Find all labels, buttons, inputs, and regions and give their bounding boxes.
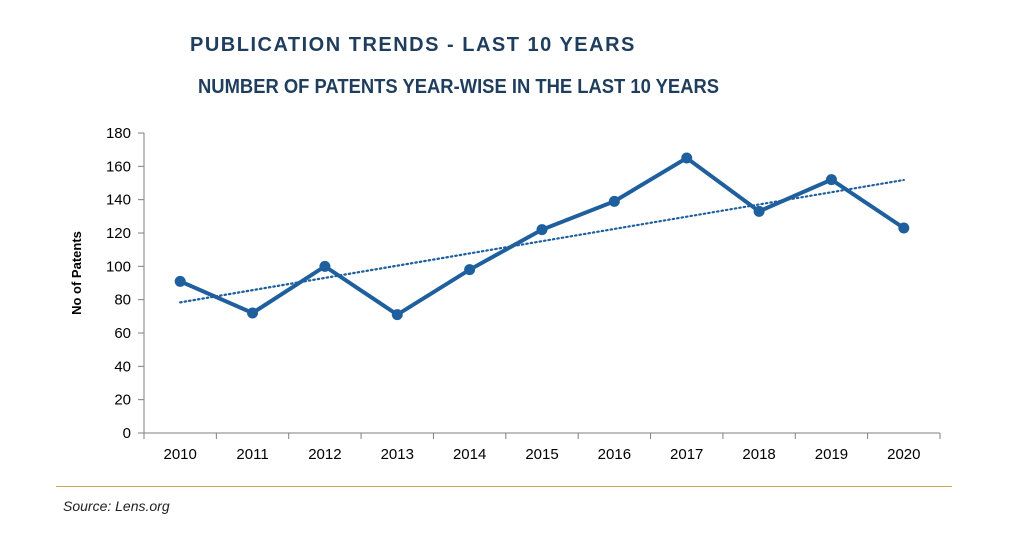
data-points (174, 152, 910, 321)
x-tick-label: 2012 (308, 446, 341, 463)
x-tick-label: 2020 (887, 446, 920, 463)
x-tick-label: 2016 (598, 446, 631, 463)
x-tick-label: 2015 (525, 446, 558, 463)
x-tick-label: 2019 (815, 446, 848, 463)
series-line (179, 155, 905, 318)
data-point (608, 195, 620, 207)
y-tick-label: 80 (114, 292, 131, 309)
source-rule (56, 486, 952, 487)
y-tick-label: 0 (123, 425, 131, 442)
data-point (681, 152, 693, 164)
x-tick-label: 2014 (453, 446, 486, 463)
y-tick-label: 20 (114, 392, 131, 409)
data-point (319, 260, 331, 272)
data-point (247, 307, 259, 319)
x-tick-label: 2011 (236, 446, 268, 463)
y-tick-label: 60 (114, 325, 131, 342)
y-tick-label: 120 (106, 225, 131, 242)
y-axis-ticks: 0 20 40 60 80 100 120 140 160 180 (106, 125, 144, 442)
data-point (825, 174, 837, 186)
y-tick-label: 160 (106, 158, 131, 175)
y-tick-label: 180 (106, 125, 131, 142)
x-tick-label: 2018 (742, 446, 775, 463)
data-point (391, 309, 403, 321)
x-tick-label: 2010 (163, 446, 196, 463)
chart-title: PUBLICATION TRENDS - LAST 10 YEARS (190, 34, 636, 56)
x-tick-label: 2017 (670, 446, 703, 463)
y-tick-label: 140 (106, 192, 131, 209)
data-point (174, 275, 186, 287)
trend-line (179, 178, 905, 304)
y-axis-label: No of Patents (69, 231, 84, 315)
data-point (898, 222, 910, 234)
source-note: Source: Lens.org (63, 498, 170, 514)
x-axis-ticks: 2010 2011 2012 2013 2014 2015 2016 2017 2018 2019… (143, 433, 941, 463)
x-tick-label: 2013 (381, 446, 414, 463)
axes (143, 133, 940, 434)
y-tick-label: 40 (114, 358, 131, 375)
y-tick-label: 100 (106, 258, 131, 275)
data-point (753, 205, 765, 217)
chart-subtitle: NUMBER OF PATENTS YEAR-WISE IN THE LAST … (198, 76, 720, 98)
data-point (464, 264, 476, 276)
data-point (536, 224, 548, 236)
